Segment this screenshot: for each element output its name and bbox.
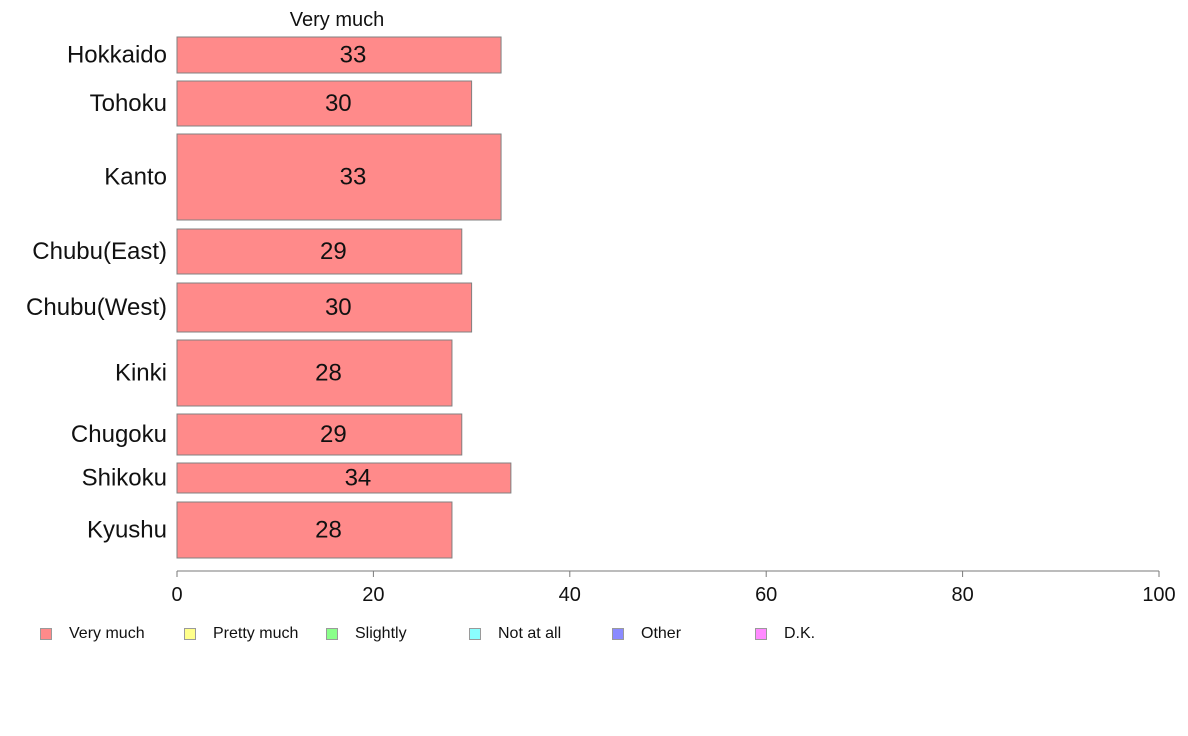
legend-label: Slightly: [355, 625, 407, 642]
legend-item-very-much: Very much: [40, 622, 145, 646]
legend-label: Not at all: [498, 625, 562, 642]
x-axis: 0 20 40 60 80 100: [171, 570, 1176, 606]
bars-layer: Hokkaido 33 Tohoku 30 Kanto 33 Chubu(East) 29 Ch…: [26, 36, 512, 559]
bar: [176, 339, 453, 407]
category-label: Kanto: [104, 164, 167, 191]
category-label: Kyushu: [87, 517, 167, 544]
x-tick-label: 100: [1142, 584, 1175, 606]
x-tick-label: 20: [362, 584, 384, 606]
legend-label: Pretty much: [213, 625, 299, 642]
data-label: 33: [340, 164, 367, 191]
legend-label: Very much: [69, 625, 145, 642]
category-label: Kinki: [115, 360, 167, 387]
bar: [176, 133, 502, 221]
legend-swatch-not-at-all: [469, 628, 481, 640]
data-label: 28: [315, 517, 342, 544]
data-label: 29: [320, 238, 347, 265]
legend-label: Other: [641, 625, 682, 642]
legend-item-slightly: Slightly: [326, 622, 407, 646]
bar: [176, 501, 453, 559]
legend-item-not-at-all: Not at all: [469, 622, 561, 646]
category-label: Chubu(West): [26, 294, 167, 321]
bar: [176, 36, 502, 74]
x-tick-label: 60: [755, 584, 777, 606]
legend-swatch-pretty-much: [184, 628, 196, 640]
column-header: Very much: [290, 9, 384, 31]
x-tick-label: 0: [171, 584, 182, 606]
category-label: Chugoku: [71, 421, 167, 448]
x-tick-label: 80: [951, 584, 973, 606]
data-label: 29: [320, 421, 347, 448]
bar: [176, 228, 463, 275]
category-label: Hokkaido: [67, 42, 167, 69]
data-label: 30: [325, 294, 352, 321]
bar: [176, 282, 473, 333]
legend-item-other: Other: [612, 622, 681, 646]
legend-swatch-dk: [755, 628, 767, 640]
category-label: Chubu(East): [32, 238, 167, 265]
legend-item-dk: D.K.: [755, 622, 815, 646]
data-label: 33: [340, 42, 367, 69]
category-label: Shikoku: [82, 465, 167, 492]
bar: [176, 462, 512, 494]
legend-swatch-slightly: [326, 628, 338, 640]
x-tick-label: 40: [559, 584, 581, 606]
bar: [176, 413, 463, 456]
legend-label: D.K.: [784, 625, 816, 642]
legend-swatch-very-much: [40, 628, 52, 640]
data-label: 30: [325, 90, 352, 117]
data-label: 28: [315, 360, 342, 387]
legend-swatch-other: [612, 628, 624, 640]
legend: Very much Pretty much Slightly Not at al…: [0, 622, 1188, 646]
legend-item-pretty-much: Pretty much: [184, 622, 298, 646]
bar: [176, 80, 473, 127]
data-label: 34: [345, 465, 372, 492]
category-label: Tohoku: [90, 90, 167, 117]
